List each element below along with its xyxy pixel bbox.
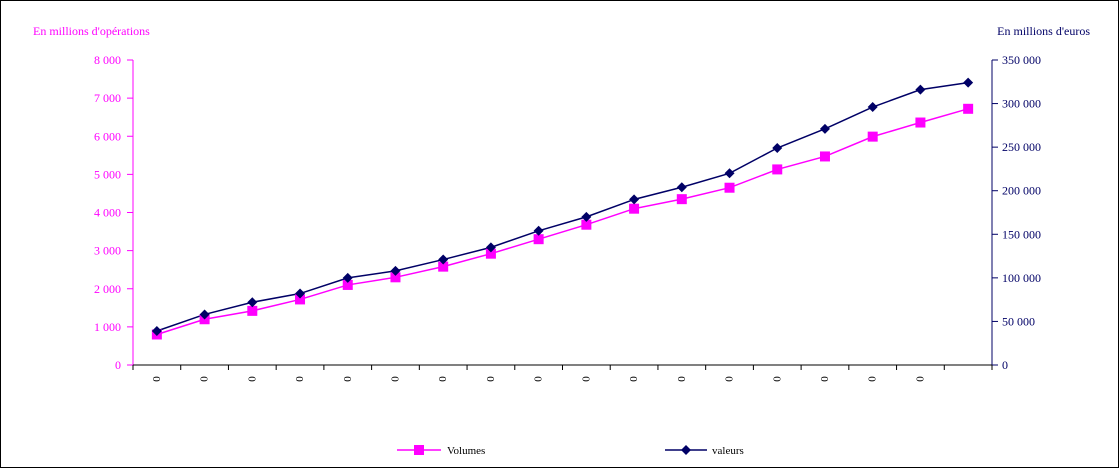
legend-label: valeurs — [712, 445, 744, 457]
data-point-valeurs — [581, 211, 592, 222]
x-tick-label: 0 — [388, 376, 400, 382]
data-point-valeurs — [676, 182, 687, 193]
data-point-valeurs — [485, 242, 496, 253]
x-tick-label: 0 — [675, 376, 687, 382]
data-point-volumes — [342, 279, 353, 290]
right-tick-label: 150 000 — [1002, 227, 1041, 241]
data-point-volumes — [485, 248, 496, 259]
left-tick-label: 1 000 — [94, 320, 121, 334]
x-tick-label: 0 — [723, 376, 735, 382]
x-tick-label: 0 — [913, 376, 925, 382]
left-tick-label: 6 000 — [94, 129, 121, 143]
data-point-valeurs — [390, 265, 401, 276]
data-point-volumes — [247, 305, 258, 316]
data-point-volumes — [295, 294, 306, 305]
right-tick-label: 250 000 — [1002, 140, 1041, 154]
right-tick-label: 100 000 — [1002, 271, 1041, 285]
data-point-valeurs — [438, 254, 449, 265]
right-tick-label: 350 000 — [1002, 53, 1041, 67]
data-point-volumes — [629, 203, 640, 214]
data-point-valeurs — [629, 194, 640, 205]
left-tick-label: 8 000 — [94, 53, 121, 67]
right-axis-label: En millions d'euros — [997, 24, 1090, 38]
legend-marker-valeurs — [681, 445, 691, 455]
x-tick-label: 0 — [150, 376, 162, 382]
right-tick-label: 50 000 — [1002, 314, 1035, 328]
x-tick-label: 0 — [866, 376, 878, 382]
data-point-valeurs — [247, 297, 258, 308]
left-axis-label: En millions d'opérations — [33, 24, 150, 38]
left-tick-label: 2 000 — [94, 282, 121, 296]
x-tick-label: 0 — [341, 376, 353, 382]
data-point-volumes — [724, 182, 735, 193]
data-point-valeurs — [151, 326, 162, 337]
data-point-volumes — [819, 151, 830, 162]
x-tick-label: 0 — [579, 376, 591, 382]
legend-marker-volumes — [414, 445, 424, 455]
x-tick-label: 0 — [484, 376, 496, 382]
data-point-volumes — [390, 272, 401, 283]
data-point-valeurs — [867, 102, 878, 113]
x-tick-label: 0 — [770, 376, 782, 382]
data-point-valeurs — [819, 123, 830, 134]
x-tick-label: 0 — [245, 376, 257, 382]
legend: Volumes valeurs — [397, 445, 744, 457]
x-tick-label: 0 — [818, 376, 830, 382]
data-point-volumes — [915, 117, 926, 128]
left-tick-label: 7 000 — [94, 91, 121, 105]
data-point-volumes — [963, 103, 974, 114]
left-tick-label: 4 000 — [94, 206, 121, 220]
data-point-volumes — [867, 131, 878, 142]
data-point-valeurs — [963, 77, 974, 88]
x-tick-label: 0 — [198, 376, 210, 382]
axes: 0 1 000 2 000 3 000 4 000 5 000 6 000 7 000 8 00… — [94, 53, 1041, 382]
left-tick-label: 0 — [115, 358, 121, 372]
data-point-volumes — [772, 164, 783, 175]
x-tick-label: 0 — [293, 376, 305, 382]
data-point-volumes — [438, 261, 449, 272]
right-tick-label: 200 000 — [1002, 184, 1041, 198]
data-point-valeurs — [295, 288, 306, 299]
data-point-valeurs — [724, 168, 735, 179]
data-point-volumes — [533, 234, 544, 245]
legend-label: Volumes — [447, 445, 485, 457]
x-tick-label: 0 — [436, 376, 448, 382]
data-point-valeurs — [199, 309, 210, 320]
data-point-valeurs — [915, 84, 926, 95]
x-tick-label: 0 — [627, 376, 639, 382]
left-tick-label: 5 000 — [94, 167, 121, 181]
series-line-volumes — [156, 108, 969, 336]
series-lines — [156, 81, 969, 336]
data-point-valeurs — [342, 272, 353, 283]
data-point-volumes — [676, 194, 687, 205]
x-tick-label: 0 — [532, 376, 544, 382]
data-point-valeurs — [772, 143, 783, 154]
series-line-valeurs — [156, 81, 969, 332]
left-tick-label: 3 000 — [94, 244, 121, 258]
data-point-valeurs — [533, 225, 544, 236]
right-tick-label: 300 000 — [1002, 97, 1041, 111]
data-point-volumes — [581, 219, 592, 230]
right-tick-label: 0 — [1002, 358, 1008, 372]
series-markers — [151, 77, 974, 340]
